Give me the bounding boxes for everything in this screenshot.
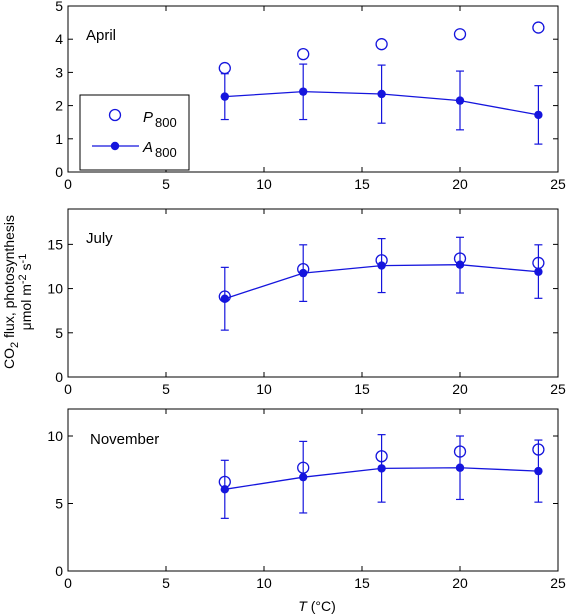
a800-point [534, 466, 543, 476]
p800-point [218, 475, 231, 489]
a800-point [455, 260, 465, 269]
legend-a800-symbol: A [142, 139, 153, 156]
y-tick-label: 0 [55, 563, 63, 579]
y-unit-exp2: -1 [17, 254, 29, 264]
y-label-co: CO [1, 348, 17, 369]
y-tick-label: 5 [55, 325, 63, 341]
p800-point [218, 290, 231, 303]
y-axis-unit-label: μmol m-2 s-1 [17, 254, 34, 331]
panels-group: 0 5 10 15 20 25 0 1 2 3 4 5 April 0 5 10 15 20 25 0 5 10 15 Jul… [47, 0, 566, 591]
x-tick-label: 15 [354, 575, 370, 591]
x-tick-label: 5 [162, 575, 170, 591]
p800-point [375, 450, 388, 463]
panel-annotation: November [90, 431, 159, 448]
legend-box [79, 94, 190, 171]
p800-point [453, 28, 467, 41]
panel-annotation: April [86, 27, 116, 44]
a800-point [534, 267, 543, 276]
x-label-unit: (°C) [307, 598, 336, 614]
x-tick-label: 0 [64, 176, 72, 192]
y-tick-label: 4 [55, 31, 63, 47]
legend-p800-symbol: P [143, 109, 153, 126]
y-unit-s: s [18, 263, 34, 274]
p800-point [453, 445, 467, 458]
x-tick-label: 0 [64, 575, 72, 591]
p800-point [532, 21, 545, 34]
svg-text:μmol m-2 s-1: μmol m-2 s-1 [17, 254, 34, 331]
x-tick-label: 25 [550, 575, 566, 591]
y-tick-label: 10 [47, 281, 63, 297]
x-axis-label: T (°C) [298, 598, 336, 614]
a800-point [220, 294, 229, 303]
y-label-co2-subscript: 2 [9, 342, 21, 348]
plot-frame [67, 5, 559, 173]
x-tick-label: 25 [550, 381, 566, 397]
y-unit-mumol: μmol m [18, 284, 34, 330]
y-tick-label: 1 [55, 131, 63, 147]
p800-point [297, 47, 310, 61]
plot-frame [67, 208, 559, 378]
legend-p800-marker [108, 108, 122, 122]
a800-point [455, 96, 465, 105]
y-tick-label: 10 [47, 428, 63, 444]
panel-1: 0 5 10 15 20 25 0 1 2 3 4 5 April [55, 0, 566, 192]
x-tick-label: 0 [64, 381, 72, 397]
y-tick-label: 5 [55, 496, 63, 512]
x-tick-label: 20 [452, 575, 468, 591]
a800-point [455, 463, 465, 472]
panel-annotation: July [86, 230, 113, 247]
a800-point [299, 472, 308, 482]
svg-text:CO2 flux, photosynthesis: CO2 flux, photosynthesis [1, 215, 21, 369]
p800-point [297, 461, 310, 474]
panel-3: 0 5 10 15 20 25 0 5 10 November [47, 408, 566, 591]
p800-point [532, 443, 545, 456]
legend: P 800 A 800 [79, 94, 190, 171]
x-tick-label: 25 [550, 176, 566, 192]
legend-a800-marker [110, 141, 120, 151]
legend-a800-subscript: 800 [155, 145, 177, 160]
y-tick-label: 0 [55, 369, 63, 385]
x-tick-label: 15 [354, 381, 370, 397]
plot-frame [67, 408, 559, 572]
panel-2: 0 5 10 15 20 25 0 5 10 15 July [47, 208, 566, 397]
x-tick-label: 10 [256, 381, 272, 397]
p800-point [532, 256, 545, 270]
x-tick-label: 20 [452, 176, 468, 192]
legend-p800-subscript: 800 [155, 115, 177, 130]
x-tick-label: 15 [354, 176, 370, 192]
x-label-symbol: T [298, 598, 308, 614]
x-tick-label: 5 [162, 381, 170, 397]
y-tick-label: 0 [55, 164, 63, 180]
p800-point [297, 262, 310, 276]
p800-point [375, 38, 388, 51]
a800-point [220, 92, 229, 101]
y-axis-label: CO2 flux, photosynthesis [1, 215, 21, 369]
y-label-rest: flux, photosynthesis [1, 215, 17, 342]
x-tick-label: 5 [162, 176, 170, 192]
x-tick-label: 10 [256, 575, 272, 591]
y-tick-label: 15 [47, 236, 63, 252]
a800-point [299, 87, 308, 96]
a800-point [377, 464, 386, 473]
y-unit-exp1: -2 [17, 274, 29, 284]
y-tick-label: 5 [55, 0, 63, 14]
p800-point [218, 61, 231, 75]
a800-point [534, 110, 543, 120]
p800-point [375, 254, 388, 267]
x-tick-label: 20 [452, 381, 468, 397]
a800-point [377, 89, 386, 99]
y-tick-label: 3 [55, 64, 63, 80]
a800-point [299, 268, 308, 278]
p800-point [453, 252, 467, 265]
x-tick-label: 10 [256, 176, 272, 192]
y-tick-label: 2 [55, 98, 63, 114]
